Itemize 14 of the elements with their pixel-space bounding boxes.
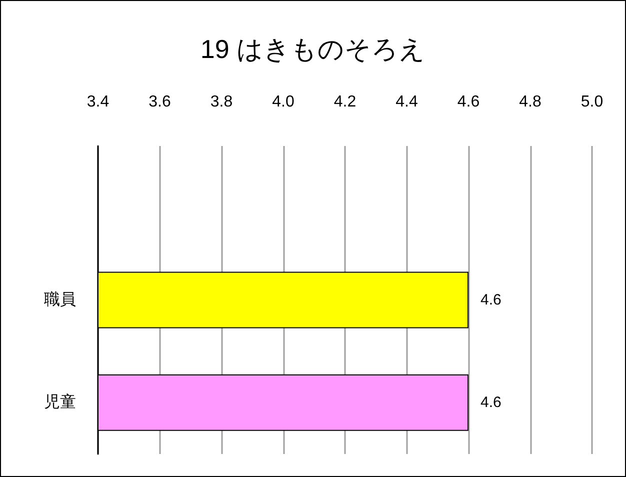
x-tick-label: 4.6 xyxy=(457,94,480,110)
chart-title: 19 はきものそろえ xyxy=(200,34,426,64)
data-label: 4.6 xyxy=(480,292,502,308)
data-label: 4.6 xyxy=(480,394,502,412)
x-tick-label: 4.0 xyxy=(272,94,294,110)
y-tick-label: 職員 xyxy=(44,290,76,308)
x-tick-label: 3.4 xyxy=(86,94,110,110)
y-tick-label: 児童 xyxy=(44,393,76,412)
x-tick-label: 4.8 xyxy=(519,94,542,110)
x-tick-label: 5.0 xyxy=(580,94,604,110)
x-tick-label: 4.2 xyxy=(334,94,356,110)
x-tick-label: 4.4 xyxy=(396,94,418,110)
x-tick-label: 3.6 xyxy=(148,94,171,110)
x-tick-label: 3.8 xyxy=(210,94,233,110)
